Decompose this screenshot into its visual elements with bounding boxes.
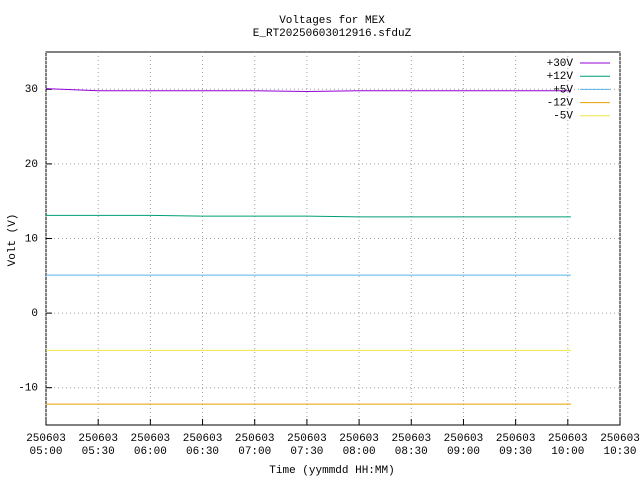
x-tick-label-line: 250603: [548, 433, 588, 445]
x-tick-label-line: 250603: [600, 433, 640, 445]
x-tick-label: 250603 08:00: [339, 433, 379, 458]
x-tick-label: 250603 08:30: [391, 433, 431, 458]
x-tick-label: 250603 09:00: [444, 433, 484, 458]
x-tick-label: 250603 10:30: [600, 433, 640, 458]
x-tick-label-line: 06:30: [186, 446, 219, 458]
x-tick-label-line: 09:30: [499, 446, 532, 458]
x-tick-label-line: 08:30: [395, 446, 428, 458]
x-tick-label: 250603 07:00: [235, 433, 275, 458]
x-tick-label: 250603 09:30: [496, 433, 536, 458]
x-axis-label: Time (yymmdd HH:MM): [269, 465, 394, 477]
legend-label: +30V: [547, 58, 574, 70]
x-tick-label: 250603 06:00: [131, 433, 171, 458]
legend-label: +5V: [553, 84, 573, 96]
x-tick-label-line: 250603: [131, 433, 171, 445]
x-tick-label: 250603 05:00: [26, 433, 66, 458]
chart-subtitle: E_RT20250603012916.sfduZ: [253, 28, 412, 40]
y-tick-label: 20: [25, 159, 38, 171]
x-tick-label-line: 07:00: [238, 446, 271, 458]
x-tick-label-line: 06:00: [134, 446, 167, 458]
legend-label: -5V: [553, 111, 573, 123]
x-tick-label-line: 250603: [26, 433, 66, 445]
x-tick-label-line: 250603: [235, 433, 275, 445]
series-line: [46, 214, 571, 218]
x-tick-label-line: 250603: [339, 433, 379, 445]
x-tick-label-line: 250603: [444, 433, 484, 445]
legend-label: -12V: [547, 98, 574, 110]
x-tick-label: 250603 05:30: [78, 433, 118, 458]
x-tick-label-line: 250603: [391, 433, 431, 445]
plot-frame: [45, 51, 621, 426]
x-tick-label: 250603 10:00: [548, 433, 588, 458]
x-tick-label-line: 250603: [78, 433, 118, 445]
x-tick-label-line: 05:30: [82, 446, 115, 458]
y-tick-label: 30: [25, 84, 38, 96]
x-tick-label-line: 05:00: [29, 446, 62, 458]
x-tick-label-line: 09:00: [447, 446, 480, 458]
x-tick-label: 250603 07:30: [287, 433, 327, 458]
x-tick-label-line: 10:00: [551, 446, 584, 458]
y-tick-label: -10: [18, 383, 38, 395]
x-tick-label-line: 250603: [287, 433, 327, 445]
x-tick-label: 250603 06:30: [183, 433, 223, 458]
chart-title: Voltages for MEX: [279, 15, 385, 27]
y-tick-label: 0: [31, 308, 38, 320]
x-tick-label-line: 10:30: [603, 446, 636, 458]
series-line: [45, 88, 571, 93]
x-tick-label-line: 250603: [496, 433, 536, 445]
x-tick-label-line: 07:30: [290, 446, 323, 458]
x-tick-label-line: 08:00: [343, 446, 376, 458]
legend-label: +12V: [547, 71, 574, 83]
y-tick-label: 10: [25, 233, 38, 245]
x-tick-label-line: 250603: [183, 433, 223, 445]
y-axis-label: Volt (V): [7, 214, 19, 267]
